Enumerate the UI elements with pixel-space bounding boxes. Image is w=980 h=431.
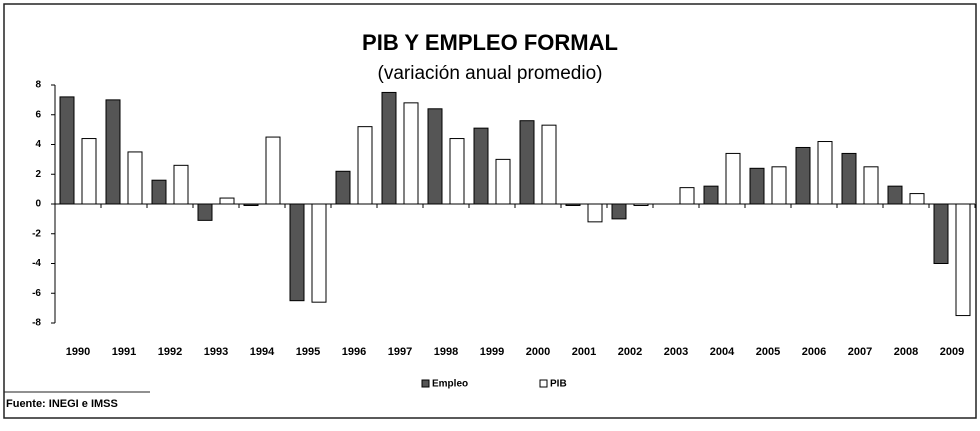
- x-tick-label: 2002: [618, 346, 642, 358]
- bar: [243, 203, 259, 206]
- bar: [817, 141, 833, 205]
- x-tick-label: 1998: [434, 346, 458, 358]
- bar: [633, 203, 649, 206]
- y-tick-label: -2: [32, 228, 41, 239]
- x-tick-label: 1994: [250, 346, 275, 358]
- bar: [173, 164, 189, 205]
- x-tick-label: 2004: [710, 346, 735, 358]
- legend-label: PIB: [550, 379, 567, 390]
- x-tick-label: 2006: [802, 346, 826, 358]
- bar: [403, 102, 419, 205]
- bar: [587, 203, 603, 223]
- bar: [679, 187, 695, 205]
- y-tick-label: 6: [35, 109, 41, 120]
- x-tick-label: 1997: [388, 346, 412, 358]
- bar: [795, 146, 811, 205]
- x-tick-label: 1991: [112, 346, 136, 358]
- bar: [427, 108, 443, 205]
- y-tick-label: 0: [35, 199, 41, 210]
- bar: [335, 170, 351, 205]
- legend-label: Empleo: [432, 379, 468, 390]
- bar: [565, 203, 581, 206]
- x-tick-label: 1996: [342, 346, 366, 358]
- x-tick-label: 1999: [480, 346, 504, 358]
- bar: [59, 96, 75, 205]
- bar: [703, 185, 719, 205]
- x-tick-label: 1990: [66, 346, 90, 358]
- y-tick-label: 4: [35, 139, 41, 150]
- bar: [81, 138, 97, 205]
- bar: [449, 138, 465, 205]
- bar: [887, 185, 903, 205]
- x-tick-label: 2003: [664, 346, 688, 358]
- bar: [863, 166, 879, 205]
- bar: [519, 120, 535, 205]
- bar: [311, 203, 327, 303]
- bar: [933, 203, 949, 264]
- x-tick-label: 2007: [848, 346, 872, 358]
- bar: [909, 193, 925, 205]
- bar: [541, 124, 557, 205]
- x-tick-label: 2008: [894, 346, 918, 358]
- x-tick-label: 2009: [940, 346, 964, 358]
- chart-title: PIB Y EMPLEO FORMAL: [362, 30, 618, 55]
- y-tick-label: 8: [35, 80, 41, 91]
- bar: [611, 203, 627, 220]
- bar: [265, 136, 281, 205]
- bar: [955, 203, 971, 317]
- source: Fuente: INEGI e IMSS: [6, 398, 118, 410]
- bar: [749, 167, 765, 205]
- legend-swatch: [421, 379, 430, 388]
- x-tick-label: 1995: [296, 346, 320, 358]
- bar: [127, 151, 143, 205]
- bar: [357, 126, 373, 205]
- bar: [495, 158, 511, 205]
- bar: [841, 152, 857, 205]
- legend-swatch: [539, 379, 548, 388]
- x-tick-label: 2001: [572, 346, 596, 358]
- bar: [219, 197, 235, 205]
- x-tick-label: 1992: [158, 346, 182, 358]
- bar: [289, 203, 305, 302]
- y-tick-label: 2: [35, 169, 41, 180]
- y-tick-label: -6: [32, 288, 41, 299]
- x-tick-label: 1993: [204, 346, 228, 358]
- y-tick-label: -8: [32, 318, 41, 329]
- bar: [105, 99, 121, 205]
- bar: [151, 179, 167, 205]
- bar: [381, 91, 397, 205]
- bar: [771, 166, 787, 205]
- bar: [197, 203, 213, 221]
- frame: [3, 3, 977, 419]
- chart-subtitle: (variación anual promedio): [378, 63, 603, 84]
- bar: [725, 152, 741, 205]
- x-tick-label: 2000: [526, 346, 550, 358]
- x-tick-label: 2005: [756, 346, 780, 358]
- bar: [473, 127, 489, 205]
- y-tick-label: -4: [32, 258, 41, 269]
